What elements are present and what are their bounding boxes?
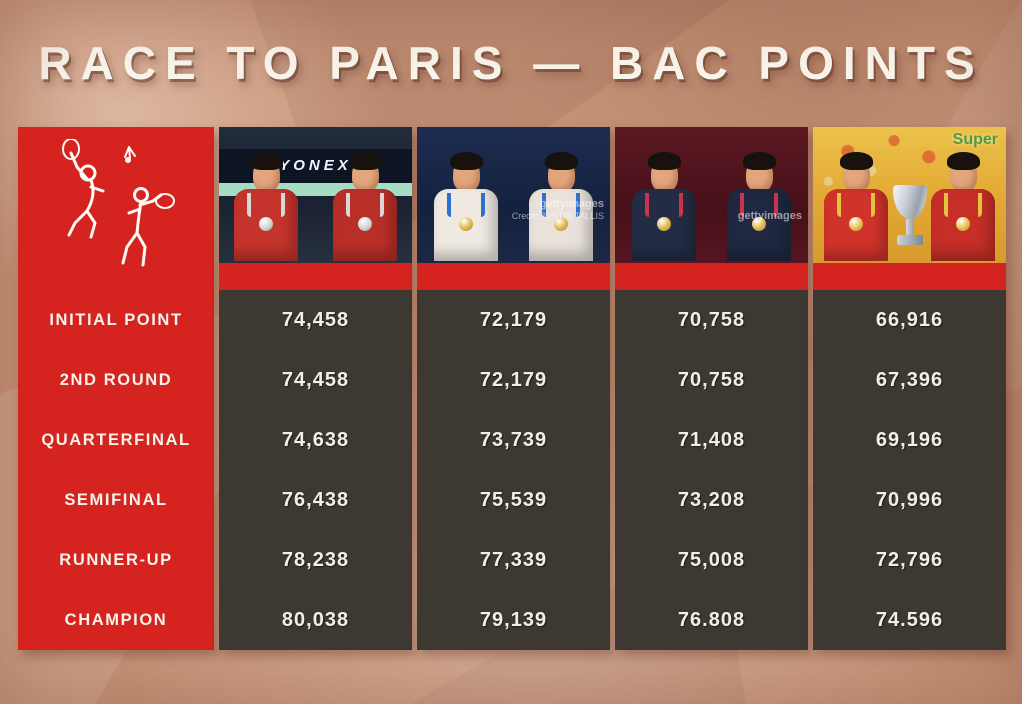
pair-4-photo: Super	[813, 127, 1006, 263]
pair-column-2: gettyimages Credit: JUSTIN TALLIS 72,179…	[417, 127, 610, 650]
value-cell: 75,008	[677, 548, 746, 571]
row-label-champion: CHAMPION	[18, 590, 214, 650]
player-face	[249, 152, 283, 192]
gettyimages-watermark: gettyimages Credit: JUSTIN TALLIS	[512, 197, 604, 223]
red-divider-band	[417, 263, 610, 290]
pair-column-1: YONEX 74,458 74,458 74,638 76,438 78,238…	[219, 127, 412, 650]
value-cell: 74,458	[281, 368, 350, 391]
player-jersey	[434, 189, 498, 261]
row-label-quarterfinal: QUARTERFINAL	[18, 410, 214, 470]
value-cell: 66,916	[875, 308, 944, 331]
pair-column-3: gettyimages 70,758 70,758 71,408 73,208 …	[615, 127, 808, 650]
points-table: INITIAL POINT 2ND ROUND QUARTERFINAL SEM…	[18, 127, 1006, 650]
value-cell: 77,339	[479, 548, 548, 571]
value-cell: 79,139	[479, 608, 548, 631]
player-jersey	[727, 189, 791, 261]
player-face	[449, 152, 483, 192]
row-label-initial-point: INITIAL POINT	[18, 290, 214, 350]
super-series-text: Super	[952, 131, 998, 148]
value-cell: 67,396	[875, 368, 944, 391]
row-label-semifinal: SEMIFINAL	[18, 470, 214, 530]
player-face	[946, 152, 980, 192]
value-cell: 69,196	[875, 428, 944, 451]
player-jersey	[234, 189, 298, 261]
row-label-text: CHAMPION	[64, 610, 168, 629]
pair-4-values: 66,916 67,396 69,196 70,996 72,796 74.59…	[813, 290, 1006, 650]
value-cell: 74.596	[875, 608, 944, 631]
value-cell: 80,038	[281, 608, 350, 631]
pair-2-values: 72,179 72,179 73,739 75,539 77,339 79,13…	[417, 290, 610, 650]
row-label-text: 2ND ROUND	[59, 370, 173, 389]
value-cell: 74,638	[281, 428, 350, 451]
player-figure	[930, 152, 996, 263]
player-figure	[233, 152, 299, 263]
pair-column-4: Super 66,916 67,396 69,196 70,996 72,796…	[813, 127, 1006, 650]
player-jersey	[529, 189, 593, 261]
gettyimages-watermark: gettyimages	[738, 209, 802, 223]
value-cell: 70,758	[677, 308, 746, 331]
value-cell: 76.808	[677, 608, 746, 631]
watermark-text: gettyimages	[539, 198, 604, 211]
player-face	[839, 152, 873, 192]
pair-3-photo: gettyimages	[615, 127, 808, 263]
pair-2-photo: gettyimages Credit: JUSTIN TALLIS	[417, 127, 610, 263]
value-cell: 73,739	[479, 428, 548, 451]
row-label-runner-up: RUNNER-UP	[18, 530, 214, 590]
value-cell: 76,438	[281, 488, 350, 511]
player-face	[348, 152, 382, 192]
value-cell: 78,238	[281, 548, 350, 571]
watermark-credit-text: Credit: JUSTIN TALLIS	[511, 211, 604, 222]
row-label-text: INITIAL POINT	[49, 310, 183, 329]
value-cell: 72,179	[479, 308, 548, 331]
page-title: RACE TO PARIS — BAC POINTS	[38, 37, 984, 89]
pair-3-values: 70,758 70,758 71,408 73,208 75,008 76.80…	[615, 290, 808, 650]
pair-1-values: 74,458 74,458 74,638 76,438 78,238 80,03…	[219, 290, 412, 650]
red-divider-band	[615, 263, 808, 290]
player-jersey	[931, 189, 995, 261]
player-face	[742, 152, 776, 192]
value-cell: 72,179	[479, 368, 548, 391]
row-label-2nd-round: 2ND ROUND	[18, 350, 214, 410]
value-cell: 72,796	[875, 548, 944, 571]
value-cell: 75,539	[479, 488, 548, 511]
watermark-text: gettyimages	[737, 209, 802, 222]
row-label-text: RUNNER-UP	[59, 550, 173, 569]
red-divider-band	[219, 263, 412, 290]
player-face	[647, 152, 681, 192]
badminton-players-icon	[18, 127, 214, 290]
trophy-icon	[890, 185, 930, 261]
row-label-text: QUARTERFINAL	[41, 430, 191, 449]
row-label-text: SEMIFINAL	[64, 490, 168, 509]
stage-label-column: INITIAL POINT 2ND ROUND QUARTERFINAL SEM…	[18, 127, 214, 650]
player-figure	[726, 152, 792, 263]
player-figure	[332, 152, 398, 263]
player-jersey	[824, 189, 888, 261]
yonex-banner-text: YONEX	[279, 157, 352, 174]
player-figure	[631, 152, 697, 263]
pair-1-photo: YONEX	[219, 127, 412, 263]
player-jersey	[632, 189, 696, 261]
value-cell: 73,208	[677, 488, 746, 511]
value-cell: 71,408	[677, 428, 746, 451]
player-figure	[528, 152, 594, 263]
value-cell: 74,458	[281, 308, 350, 331]
player-figure	[823, 152, 889, 263]
player-figure	[433, 152, 499, 263]
value-cell: 70,758	[677, 368, 746, 391]
player-jersey	[333, 189, 397, 261]
value-cell: 70,996	[875, 488, 944, 511]
red-divider-band	[813, 263, 1006, 290]
player-face	[544, 152, 578, 192]
